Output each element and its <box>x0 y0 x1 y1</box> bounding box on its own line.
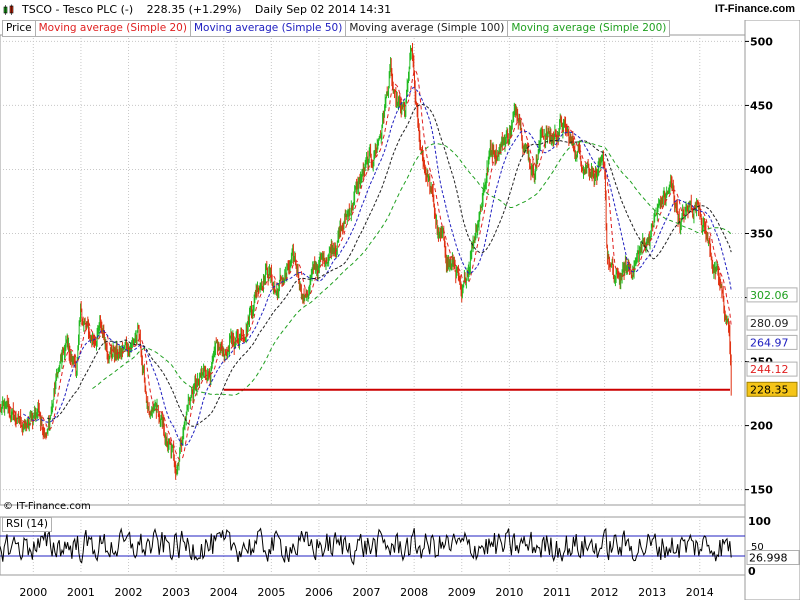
copyright-text: © IT-Finance.com <box>3 501 91 512</box>
sma20-line <box>8 69 732 461</box>
period-date: Daily Sep 02 2014 14:31 <box>254 3 392 16</box>
moving-average-lines <box>8 69 732 461</box>
y-tick-label-500: 500 <box>750 35 773 48</box>
rsi-line <box>0 527 732 566</box>
y-tick-label-200: 200 <box>750 420 773 433</box>
x-tick-label-2009: 2009 <box>448 586 476 599</box>
rsi-legend-label[interactable]: RSI (14) <box>2 517 52 532</box>
sma200-value-label-box <box>746 287 798 303</box>
sma100-value-label-box <box>746 315 798 331</box>
x-tick-label-2002: 2002 <box>115 586 143 599</box>
main-plot-frame <box>0 34 746 506</box>
x-tick-label-2010: 2010 <box>495 586 523 599</box>
legend-item-sma100[interactable]: Moving average (Simple 100) <box>346 21 509 36</box>
legend-item-sma50[interactable]: Moving average (Simple 50) <box>191 21 347 36</box>
indicator-legend: Price Moving average (Simple 20) Moving … <box>2 20 671 37</box>
x-tick-label-2006: 2006 <box>305 586 333 599</box>
x-tick-label-2003: 2003 <box>162 586 190 599</box>
legend-item-sma200[interactable]: Moving average (Simple 200) <box>511 22 667 34</box>
sma200-value-label: 302.06 <box>750 289 789 302</box>
candlestick-chart-icon <box>3 4 14 15</box>
y-tick-label-400: 400 <box>750 163 773 176</box>
price-axis-labels: 302.06 280.09 264.97 244.12 228.35 <box>746 287 798 397</box>
x-tick-label-2011: 2011 <box>543 586 571 599</box>
sma100-value-label: 280.09 <box>750 317 789 330</box>
chart-header: TSCO - Tesco PLC (-) 228.35 (+1.29%) Dai… <box>0 0 800 20</box>
rsi-panel: 0 50 100 26.998 <box>0 515 800 578</box>
rsi-last-value-box <box>746 550 800 566</box>
rsi-tick-label-100: 100 <box>748 515 771 528</box>
x-tick-label-2014: 2014 <box>686 586 714 599</box>
x-tick-label-2007: 2007 <box>353 586 381 599</box>
y-tick-label-450: 450 <box>750 99 773 112</box>
rsi-last-value-label: 26.998 <box>749 552 788 565</box>
sma20-value-label: 244.12 <box>750 363 789 376</box>
x-tick-label-2005: 2005 <box>257 586 285 599</box>
last-price-box <box>746 381 798 397</box>
brand-logo-text[interactable]: IT-Finance.com <box>714 3 795 15</box>
x-tick-label-2013: 2013 <box>638 586 666 599</box>
last-price-label: 228.35 <box>750 383 789 396</box>
rsi-tick-label-0: 0 <box>748 565 756 578</box>
rsi-tick-label-50: 50 <box>751 542 764 553</box>
y-tick-label-350: 350 <box>750 228 773 241</box>
sma50-line <box>23 87 732 446</box>
chart-title: TSCO - Tesco PLC (-) <box>22 3 134 16</box>
price-change: 228.35 (+1.29%) <box>146 3 242 16</box>
x-tick-label-2000: 2000 <box>19 586 47 599</box>
legend-item-price[interactable]: Price <box>3 21 36 36</box>
x-tick-label-2008: 2008 <box>400 586 428 599</box>
x-tick-label-2004: 2004 <box>210 586 238 599</box>
price-candles <box>0 42 732 480</box>
grid-lines <box>0 19 800 600</box>
y-tick-label-150: 150 <box>750 484 773 497</box>
sma50-value-label-box <box>746 334 798 350</box>
x-tick-label-2001: 2001 <box>67 586 95 599</box>
x-tick-label-2012: 2012 <box>591 586 619 599</box>
sma50-value-label: 264.97 <box>750 336 789 349</box>
sma20-value-label-box <box>746 361 798 377</box>
price-axis-frame <box>744 19 800 600</box>
legend-item-sma20[interactable]: Moving average (Simple 20) <box>36 21 191 36</box>
sma100-line <box>47 104 732 427</box>
